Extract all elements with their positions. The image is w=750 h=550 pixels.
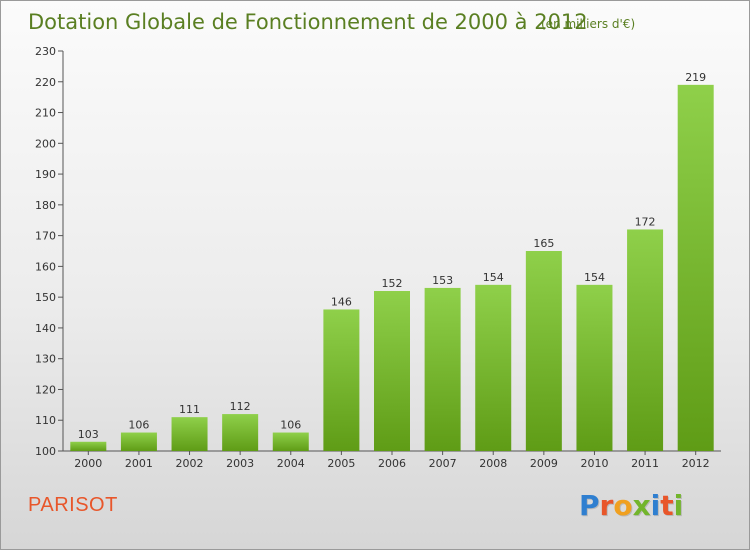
- x-tick-label: 2006: [378, 457, 406, 470]
- data-label-2005: 146: [331, 295, 352, 308]
- data-label-2006: 152: [382, 277, 403, 290]
- bar-2012: [677, 84, 714, 451]
- x-tick-label: 2004: [277, 457, 305, 470]
- data-label-2012: 219: [685, 71, 706, 84]
- data-label-2003: 112: [230, 400, 251, 413]
- x-tick-label: 2010: [580, 457, 608, 470]
- logo-letter: x: [632, 489, 651, 522]
- bar-2006: [374, 291, 410, 451]
- x-tick-label: 2008: [479, 457, 507, 470]
- bar-2007: [424, 287, 461, 451]
- x-tick-label: 2001: [125, 457, 153, 470]
- y-tick-label: 200: [35, 137, 56, 150]
- bar-2010: [576, 284, 613, 451]
- logo-letter: i: [650, 489, 661, 522]
- y-tick-label: 220: [35, 76, 56, 89]
- data-label-2011: 172: [635, 215, 656, 228]
- data-label-2007: 153: [432, 274, 453, 287]
- logo-letter: t: [660, 489, 674, 522]
- x-tick-label: 2009: [530, 457, 558, 470]
- axes: 100 110 120 130 140 150 160 170 180 190 200 210 220 2…: [35, 45, 721, 470]
- x-tick-label: 2012: [682, 457, 710, 470]
- bar-2001: [120, 432, 157, 451]
- logo-letter: o: [613, 489, 633, 522]
- bar-2008: [475, 284, 512, 451]
- x-tick-label: 2000: [74, 457, 102, 470]
- bars: 103 106 111 112 106 146 152 153 154 165 154 172 219: [70, 71, 714, 451]
- bar-2005: [323, 309, 360, 451]
- y-tick-label: 150: [35, 291, 56, 304]
- chart-title: Dotation Globale de Fonctionnement de 20…: [28, 10, 588, 34]
- y-tick-label: 130: [35, 353, 56, 366]
- chart-subtitle: (en milliers d'€): [541, 17, 635, 31]
- bar-2004: [272, 432, 309, 451]
- x-tick-label: 2003: [226, 457, 254, 470]
- x-tick-label: 2011: [631, 457, 659, 470]
- y-tick-label: 210: [35, 107, 56, 120]
- data-label-2008: 154: [483, 271, 504, 284]
- y-tick-label: 110: [35, 414, 56, 427]
- commune-name: PARISOT: [28, 494, 118, 516]
- data-label-2000: 103: [78, 428, 99, 441]
- y-tick-label: 140: [35, 322, 56, 335]
- data-label-2009: 165: [533, 237, 554, 250]
- logo-letter: r: [599, 489, 614, 522]
- y-tick-label: 170: [35, 230, 56, 243]
- bar-2003: [222, 414, 259, 451]
- logo-letter: P: [579, 489, 600, 522]
- y-tick-label: 120: [35, 383, 56, 396]
- y-tick-label: 230: [35, 45, 56, 58]
- data-label-2001: 106: [128, 419, 149, 432]
- y-tick-label: 100: [35, 445, 56, 458]
- logo-letter: i: [673, 489, 684, 522]
- bar-2011: [627, 229, 664, 451]
- x-tick-label: 2002: [176, 457, 204, 470]
- bar-2000: [70, 441, 107, 451]
- bar-2009: [525, 251, 562, 451]
- x-tick-label: 2007: [429, 457, 457, 470]
- y-tick-label: 160: [35, 260, 56, 273]
- bar-2002: [171, 417, 208, 451]
- y-tick-label: 180: [35, 199, 56, 212]
- y-tick-label: 190: [35, 168, 56, 181]
- proxiti-logo: Proxiti: [579, 489, 683, 522]
- x-tick-label: 2005: [327, 457, 355, 470]
- data-label-2002: 111: [179, 403, 200, 416]
- data-label-2004: 106: [280, 419, 301, 432]
- data-label-2010: 154: [584, 271, 605, 284]
